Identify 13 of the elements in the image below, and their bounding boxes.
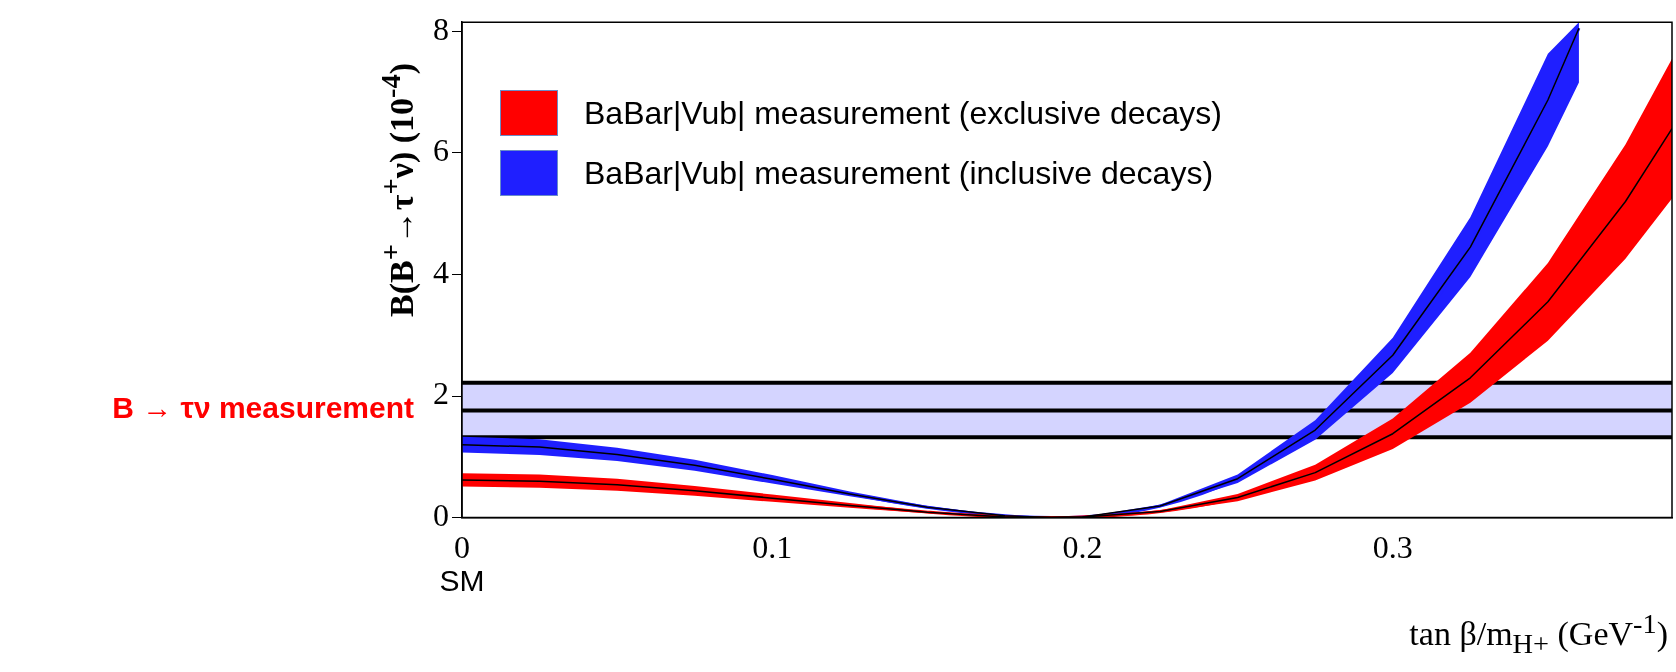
x-tick-label: 0.1 bbox=[752, 529, 793, 566]
y-tick-label: 6 bbox=[433, 132, 449, 169]
legend-label: BaBar|Vub| measurement (exclusive decays) bbox=[584, 94, 1222, 132]
x-tick-label: 0.3 bbox=[1372, 529, 1413, 566]
band-label: B → τν measurement bbox=[112, 391, 414, 425]
x-tick-label: 0.2 bbox=[1062, 529, 1103, 566]
text: SM bbox=[439, 563, 485, 597]
legend-label: BaBar|Vub| measurement (inclusive decays) bbox=[584, 154, 1214, 192]
y-tick-label: 8 bbox=[433, 10, 449, 47]
y-tick-label: 4 bbox=[433, 253, 449, 290]
y-tick-label: 2 bbox=[433, 375, 449, 412]
y-tick-label: 0 bbox=[433, 497, 449, 534]
x-axis-title: tan β/m$_{H+}$ (GeV$^{-1}$) bbox=[1409, 608, 1668, 661]
